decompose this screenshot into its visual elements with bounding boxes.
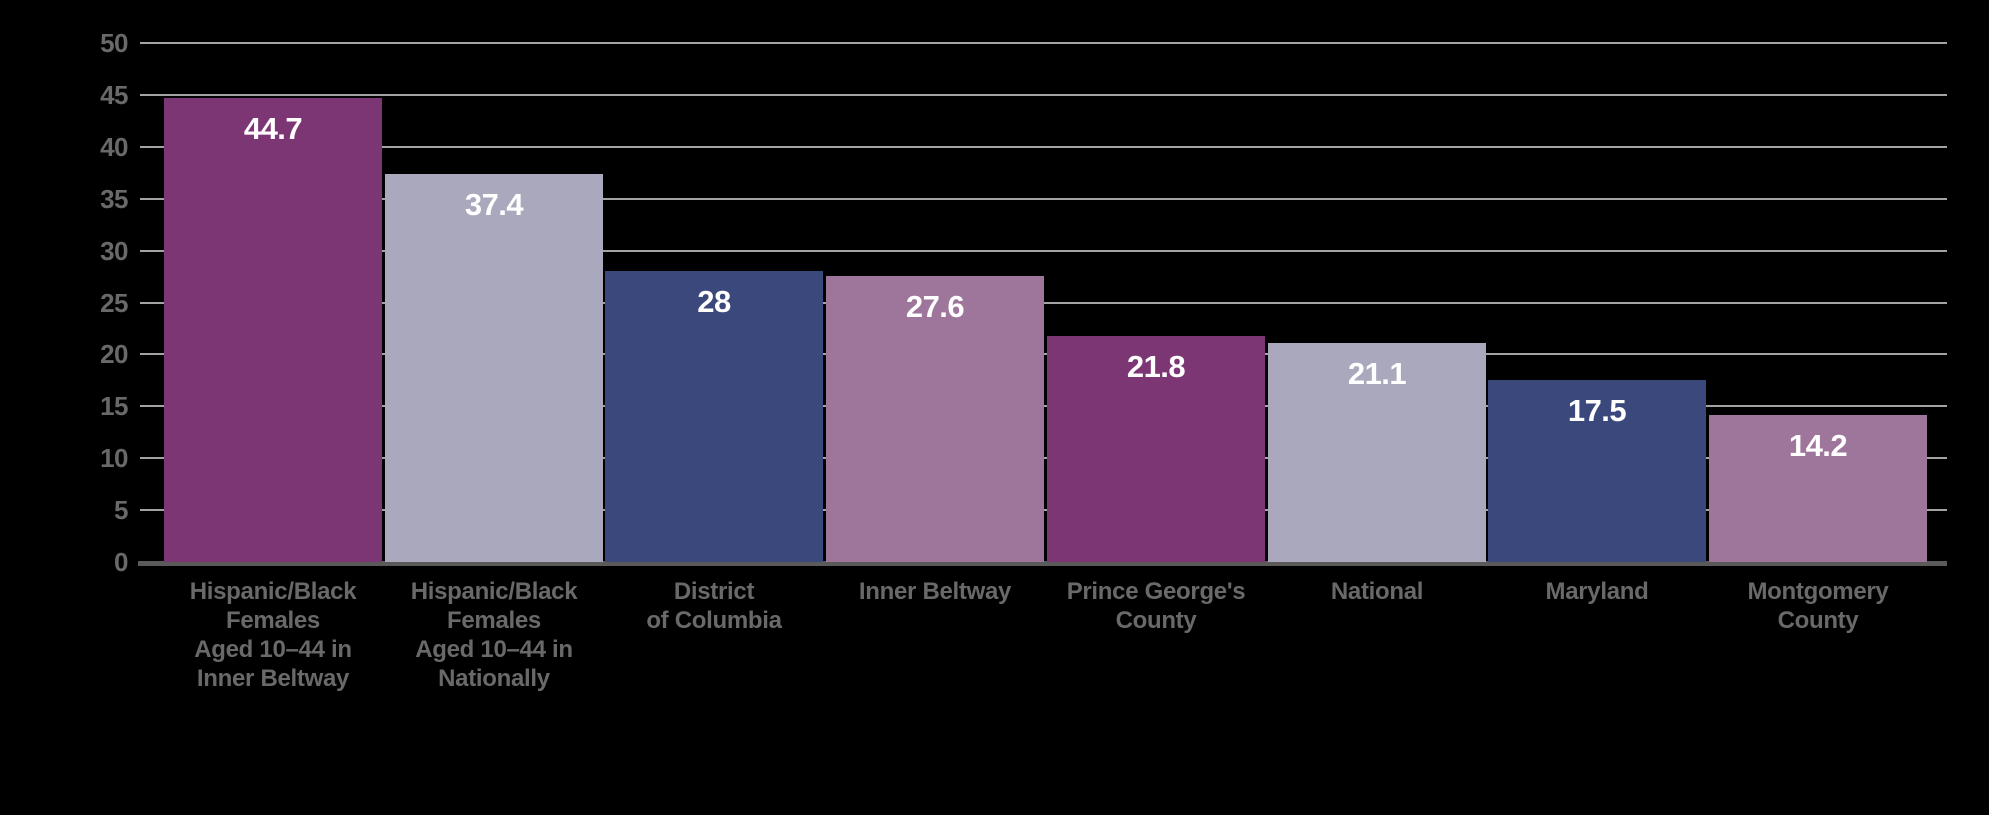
bar-1: 37.4 (385, 174, 603, 562)
x-axis-label-line: Prince George's (1066, 578, 1246, 605)
bar-value-label: 44.7 (243, 111, 303, 146)
bar-value-label: 27.6 (905, 289, 965, 324)
x-axis-label-line: District (673, 578, 755, 605)
x-axis-label-0: Hispanic/Black Females Aged 10–44 in Inner … (154, 577, 392, 693)
y-tick-label-30: 30 (100, 235, 128, 266)
gridline-40 (140, 145, 1947, 148)
x-axis-label-line: Inner Beltway (196, 665, 350, 692)
bar-value-label: 28 (697, 284, 731, 319)
x-axis-label-2: District of Columbia (595, 577, 833, 635)
y-tick-label-5: 5 (114, 495, 128, 526)
y-tick-label-25: 25 (100, 287, 128, 318)
bar-0: 44.7 (164, 98, 382, 562)
x-axis-label-1: Hispanic/Black Females Aged 10–44 in Nation… (375, 577, 613, 693)
x-axis-label-7: Montgomery County (1699, 577, 1937, 635)
bar-value-label: 37.4 (464, 187, 524, 222)
gridline-30 (140, 249, 1947, 252)
x-axis-label-line: National (1330, 578, 1424, 605)
x-axis-label-line: Hispanic/Black (410, 578, 578, 605)
bar-3: 27.6 (826, 276, 1044, 562)
bar-value-label: 21.8 (1126, 349, 1186, 384)
y-tick-label-45: 45 (100, 79, 128, 110)
x-axis-line (138, 561, 1947, 566)
bar-4: 21.8 (1047, 336, 1265, 562)
bar-6: 17.5 (1488, 380, 1706, 562)
y-tick-label-20: 20 (100, 339, 128, 370)
y-tick-label-50: 50 (100, 28, 128, 58)
gridline-35 (140, 197, 1947, 200)
bar-7: 14.2 (1709, 415, 1927, 562)
x-axis-label-line: County (1777, 607, 1859, 634)
x-axis-label-line: Hispanic/Black (189, 578, 357, 605)
y-tick-label-35: 35 (100, 183, 128, 214)
x-axis-label-line: Nationally (438, 665, 550, 692)
x-axis-label-line: Females (447, 607, 541, 634)
y-tick-label-10: 10 (100, 443, 128, 474)
x-axis-label-line: Females (226, 607, 320, 634)
gridline-45 (140, 93, 1947, 96)
x-axis-label-line: of Columbia (646, 607, 782, 634)
x-axis-label-line: County (1115, 607, 1197, 634)
x-axis-label-line: Aged 10–44 in (194, 636, 352, 663)
x-axis-label-4: Prince George's County (1037, 577, 1275, 635)
bar-value-label: 14.2 (1788, 428, 1848, 463)
x-axis-label-line: Montgomery (1747, 578, 1889, 605)
x-axis-label-line: Aged 10–44 in (415, 636, 573, 663)
y-tick-label-40: 40 (100, 131, 128, 162)
bar-value-label: 17.5 (1567, 393, 1627, 428)
x-axis-label-line: Maryland (1545, 578, 1649, 605)
y-tick-label-0: 0 (114, 547, 128, 577)
gridline-50 (140, 42, 1947, 44)
x-axis-label-line: Inner Beltway (858, 578, 1012, 605)
y-tick-label-15: 15 (100, 391, 128, 422)
bar-value-label: 21.1 (1347, 356, 1407, 391)
x-axis-label-6: Maryland (1478, 577, 1716, 606)
bar-5: 21.1 (1268, 343, 1486, 562)
bar-2: 28 (605, 271, 823, 562)
x-axis-label-5: National (1258, 577, 1496, 606)
x-axis-label-3: Inner Beltway (816, 577, 1054, 606)
